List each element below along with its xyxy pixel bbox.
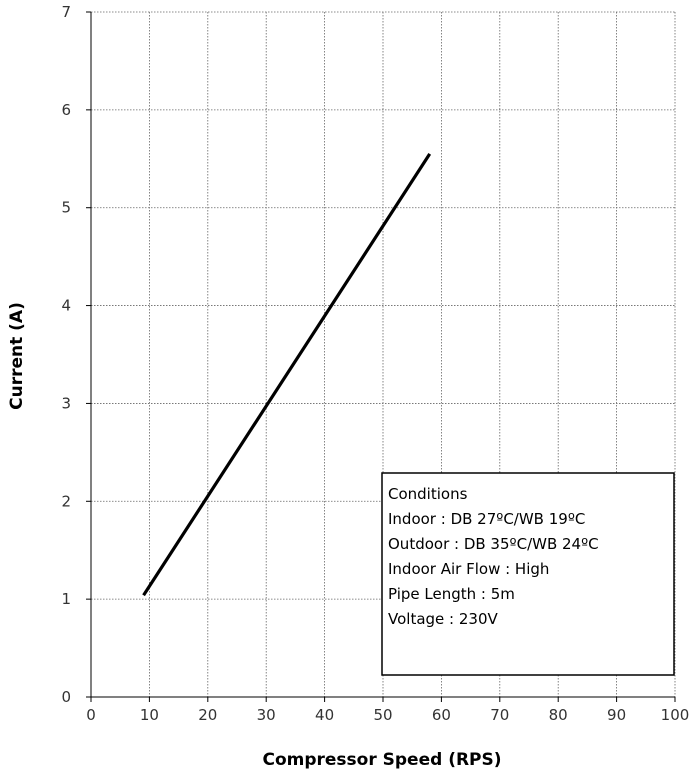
- x-tick-label-60: 60: [432, 706, 451, 724]
- x-tick-label-40: 40: [315, 706, 334, 724]
- y-tick-label-4: 4: [61, 297, 71, 315]
- y-tick-label-6: 6: [61, 101, 71, 119]
- x-tick-label-80: 80: [549, 706, 568, 724]
- conditions-air-flow: Indoor Air Flow : High: [388, 560, 549, 578]
- x-tick-label-100: 100: [661, 706, 690, 724]
- y-axis-title: Current (A): [7, 302, 27, 410]
- y-tick-label-0: 0: [61, 688, 71, 706]
- conditions-indoor: Indoor : DB 27ºC/WB 19ºC: [388, 510, 585, 528]
- series: [142, 153, 432, 597]
- conditions-pipe-length: Pipe Length : 5m: [388, 585, 515, 603]
- x-tick-label-90: 90: [607, 706, 626, 724]
- conditions-title: Conditions: [388, 485, 468, 503]
- y-tick-label-7: 7: [61, 3, 71, 21]
- axes: [86, 11, 676, 702]
- y-tick-label-5: 5: [61, 199, 71, 217]
- y-tick-label-2: 2: [61, 492, 71, 510]
- conditions-outdoor: Outdoor : DB 35ºC/WB 24ºC: [388, 535, 599, 553]
- x-tick-label-70: 70: [490, 706, 509, 724]
- tick-labels: 0 10 20 30 40 50 60 70 80 90 100 0 1 2 3 4 5 6 7: [61, 3, 689, 724]
- conditions-box: Conditions Indoor : DB 27ºC/WB 19ºC Outd…: [381, 472, 675, 676]
- x-tick-label-20: 20: [198, 706, 217, 724]
- series-line-0: [142, 153, 432, 597]
- x-tick-label-30: 30: [257, 706, 276, 724]
- y-tick-label-3: 3: [61, 394, 71, 412]
- y-tick-label-1: 1: [61, 590, 71, 608]
- grid: [91, 11, 676, 697]
- conditions-voltage: Voltage : 230V: [388, 610, 498, 628]
- x-axis-title: Compressor Speed (RPS): [262, 750, 501, 770]
- conditions-box-frame: [381, 472, 675, 676]
- x-tick-label-50: 50: [373, 706, 392, 724]
- x-tick-label-10: 10: [140, 706, 159, 724]
- x-tick-label-0: 0: [86, 706, 96, 724]
